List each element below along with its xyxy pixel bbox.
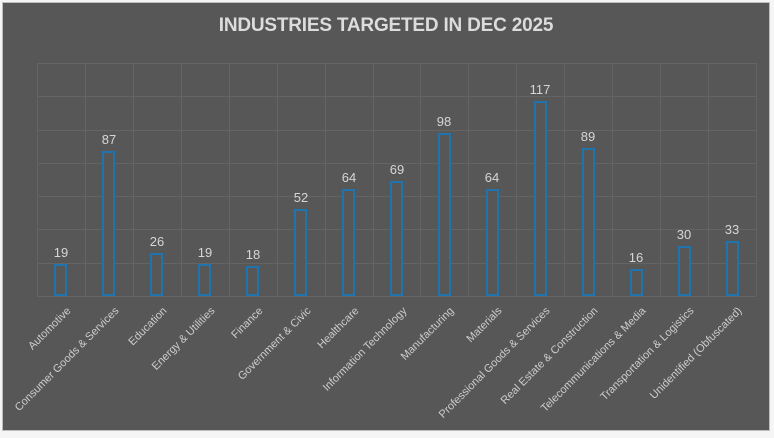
- bar-healthcare: [342, 189, 355, 296]
- value-label: 18: [245, 247, 261, 262]
- bar-education: [150, 253, 163, 296]
- gridline-vertical: [564, 63, 565, 296]
- value-label: 19: [197, 245, 213, 260]
- plot-area: 19 87 26 19 18 52 64 69 98 64 117 89 16 30 33: [37, 63, 757, 297]
- gridline-vertical: [373, 63, 374, 296]
- value-label: 98: [436, 114, 452, 129]
- value-label: 69: [389, 162, 405, 177]
- gridline-vertical: [85, 63, 86, 296]
- bar-energy-utilities: [198, 264, 211, 296]
- gridline-horizontal: [37, 63, 756, 64]
- gridline-vertical: [325, 63, 326, 296]
- bar-consumer-goods-services: [102, 151, 115, 296]
- value-label: 87: [101, 132, 117, 147]
- gridline-vertical: [756, 63, 757, 296]
- gridline-vertical: [277, 63, 278, 296]
- value-label: 33: [724, 222, 740, 237]
- value-label: 64: [484, 170, 500, 185]
- gridline-vertical: [708, 63, 709, 296]
- chart-title: INDUSTRIES TARGETED IN DEC 2025: [218, 15, 554, 36]
- value-label: 26: [149, 234, 165, 249]
- value-label: 30: [676, 227, 692, 242]
- bar-manufacturing: [438, 133, 451, 296]
- x-axis-labels: Automotive Consumer Goods & Services Educa…: [13, 296, 756, 432]
- gridline-vertical: [181, 63, 182, 296]
- gridline-horizontal: [37, 296, 756, 297]
- bar-automotive: [54, 264, 67, 296]
- gridline-vertical: [516, 63, 517, 296]
- value-label: 89: [580, 129, 596, 144]
- gridline-vertical: [229, 63, 230, 296]
- bar-materials: [486, 189, 499, 296]
- value-label: 52: [293, 190, 309, 205]
- value-label: 117: [529, 82, 551, 97]
- bar-professional-goods-services: [534, 101, 547, 296]
- bar-transportation-logistics: [678, 246, 691, 296]
- gridline-vertical: [37, 63, 38, 296]
- bar-finance: [246, 266, 259, 296]
- gridline-horizontal: [37, 96, 756, 98]
- gridline-horizontal: [37, 162, 756, 164]
- gridline-vertical: [420, 63, 421, 296]
- bar-unidentified-obfuscated: [726, 241, 739, 296]
- value-label: 16: [628, 250, 644, 265]
- value-label: 64: [341, 170, 357, 185]
- chart-frame: INDUSTRIES TARGETED IN DEC 2025 19 87 26 19…: [2, 2, 770, 431]
- gridline-vertical: [660, 63, 661, 296]
- gridline-horizontal: [37, 129, 756, 131]
- bar-real-estate-construction: [582, 148, 595, 296]
- bar-government-civic: [294, 209, 307, 296]
- bar-information-technology: [390, 181, 403, 296]
- gridline-vertical: [612, 63, 613, 296]
- gridline-vertical: [133, 63, 134, 296]
- gridline-vertical: [468, 63, 469, 296]
- bar-telecommunications-media: [630, 269, 643, 296]
- value-label: 19: [53, 245, 69, 260]
